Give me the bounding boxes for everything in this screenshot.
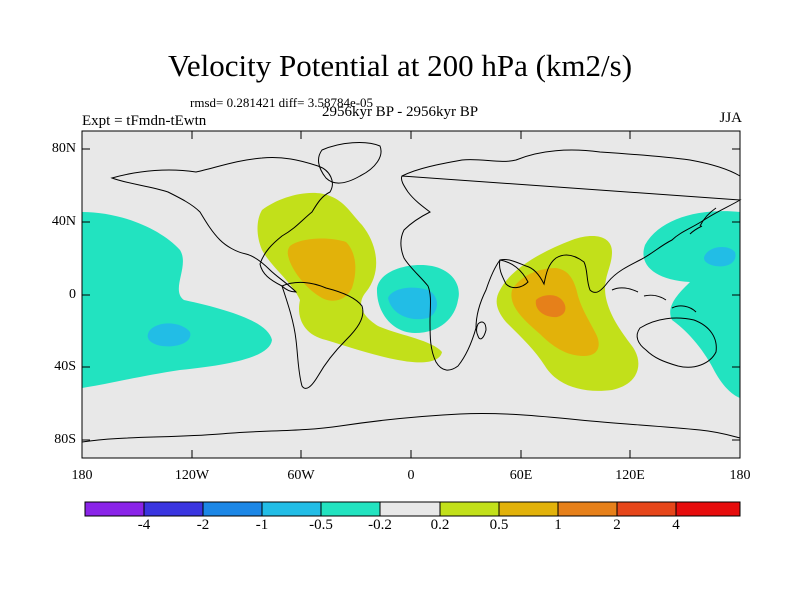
map-title: Velocity Potential at 200 hPa (km2/s) <box>167 48 633 83</box>
colorbar-box-10 <box>616 501 677 517</box>
colorbar-box-9 <box>557 501 618 517</box>
contour-neg-mid-pacific-east <box>147 323 191 347</box>
colorbar-box-2 <box>143 501 204 517</box>
contour-pos-strong-indian <box>535 295 566 318</box>
contour-neg-pacific-east <box>82 212 272 388</box>
coastline-antarctica <box>81 412 741 443</box>
coastline-arabia <box>499 259 529 289</box>
period-label: 2956kyr BP - 2956kyr BP <box>321 104 479 120</box>
coastline-maritime <box>611 287 697 313</box>
colorbar-box-4 <box>261 501 322 517</box>
x-tick-label-120w: 120W <box>174 468 210 483</box>
coastline-eurasia-africa <box>400 149 742 371</box>
contour-neg-mid-pacific-west <box>704 246 736 267</box>
colorbar <box>84 501 741 517</box>
colorbar-box-6 <box>379 501 441 517</box>
x-tick-label-0: 0 <box>407 468 415 483</box>
coastline-australia <box>636 317 717 368</box>
experiment-label: Expt = tFmdn-tEwtn <box>82 113 207 129</box>
colorbar-label-6: 0.2 <box>430 517 450 533</box>
colorbar-label-3: -1 <box>255 517 269 533</box>
coastline-greenland <box>318 142 382 184</box>
colorbar-box-1 <box>84 501 145 517</box>
contour-neg-mid-atlantic <box>388 287 437 320</box>
y-tick-marks <box>82 148 740 441</box>
x-tick-label-60e: 60E <box>509 468 533 483</box>
coastline-madagascar <box>476 321 487 340</box>
y-tick-label-80s: 80S <box>54 432 76 447</box>
colorbar-label-2: -2 <box>196 517 210 533</box>
y-tick-label-40n: 40N <box>51 214 76 229</box>
colorbar-label-5: -0.2 <box>368 517 392 533</box>
coastlines <box>81 142 742 443</box>
colorbar-label-8: 1 <box>554 517 562 533</box>
season-label: JJA <box>719 110 742 126</box>
coastline-north-america <box>110 157 333 293</box>
y-tick-label-40s: 40S <box>54 359 76 374</box>
colorbar-label-4: -0.5 <box>309 517 333 533</box>
y-tick-label-80n: 80N <box>51 141 76 156</box>
colorbar-label-10: 4 <box>672 517 680 533</box>
colorbar-box-5 <box>320 501 381 517</box>
colorbar-box-8 <box>498 501 559 517</box>
x-tick-label-180e: 180 <box>729 468 751 483</box>
colorbar-label-9: 2 <box>613 517 621 533</box>
y-tick-label-0: 0 <box>69 287 76 302</box>
stats-label: rmsd= 0.281421 diff= 3.58784e-05 <box>190 95 374 110</box>
x-tick-marks <box>81 131 741 458</box>
colorbar-box-11 <box>675 501 741 517</box>
contour-pos-mid-americas <box>287 238 356 301</box>
x-tick-label-120e: 120E <box>615 468 645 483</box>
x-tick-label-180w: 180 <box>71 468 93 483</box>
coastline-south-america <box>281 281 364 389</box>
colorbar-label-1: -4 <box>137 517 151 533</box>
colorbar-box-7 <box>439 501 500 517</box>
colorbar-box-3 <box>202 501 263 517</box>
coastline-japan <box>689 207 717 235</box>
x-tick-label-60w: 60W <box>287 468 315 483</box>
colorbar-label-7: 0.5 <box>489 517 509 533</box>
